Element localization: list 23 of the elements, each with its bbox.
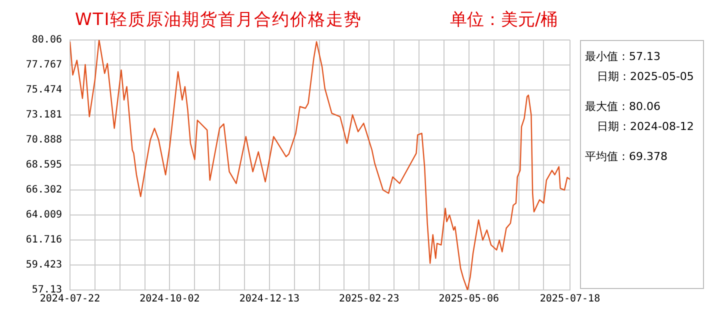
chart-title: WTI轻质原油期货首月合约价格走势: [75, 9, 362, 31]
y-tick-label: 68.595: [26, 160, 62, 171]
x-tick-label: 2024-07-22: [40, 294, 100, 305]
text: 日期：2025-05-05: [596, 69, 695, 85]
y-tick-label: 66.302: [26, 184, 62, 196]
x-tick-label: 2025-07-18: [540, 294, 600, 305]
y-tick-label: 77.767: [26, 60, 62, 71]
y-tick-label: 61.716: [26, 234, 62, 246]
x-tick-label: 2025-05-06: [438, 294, 499, 305]
x-tick-label: 2024-10-02: [140, 294, 200, 305]
y-tick-label: 64.009: [26, 210, 62, 221]
y-tick-label: 75.474: [26, 84, 62, 96]
y-tick-label: 73.181: [26, 110, 62, 121]
text: 日期：2024-08-12: [596, 119, 695, 135]
x-tick-label: 2024-12-13: [239, 294, 300, 305]
y-axis-title: 单位：美元/桶: [450, 9, 558, 31]
y-tick-label: 70.888: [26, 134, 62, 146]
x-tick-label: 2025-02-23: [339, 294, 400, 305]
y-tick-label: 59.423: [26, 260, 62, 271]
text: 最小值：57.13: [584, 49, 662, 65]
y-tick-label: 80.06: [32, 34, 62, 46]
text: 平均值：69.378: [584, 149, 668, 165]
text: 最大值：80.06: [584, 99, 662, 115]
